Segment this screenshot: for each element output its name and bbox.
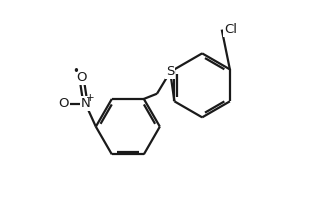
Text: N: N (81, 98, 90, 110)
Text: +: + (86, 93, 95, 103)
Text: O: O (76, 71, 87, 84)
Text: •: • (72, 65, 79, 78)
Text: Cl: Cl (224, 23, 237, 36)
Text: S: S (166, 66, 174, 78)
Text: O: O (59, 98, 69, 110)
